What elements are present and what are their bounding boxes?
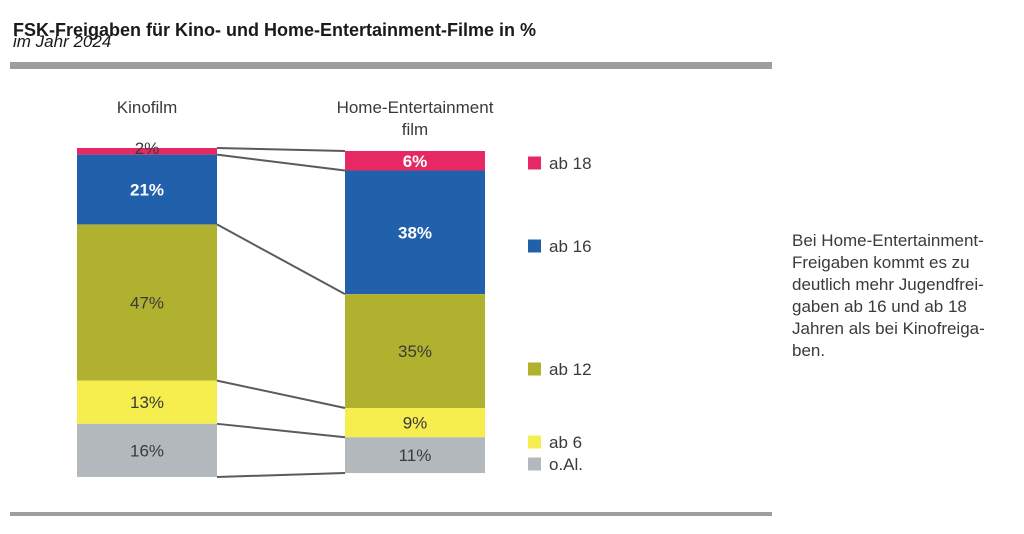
- connector-line: [216, 223, 346, 296]
- segment-value-label-home-entertainment-film-ab-6: 9%: [403, 414, 428, 433]
- bar-segment-home-entertainment-film-ab-16: [345, 170, 485, 295]
- annotation-text: Bei Home-Entertainment- Freigaben kommt …: [792, 231, 985, 360]
- bar-segment-kinofilm-o-al: [77, 423, 217, 477]
- segment-value-label-home-entertainment-film-o-al: 11%: [399, 446, 432, 465]
- legend-swatch-ab-16: [528, 239, 541, 253]
- page-title: FSK-Freigaben für Kino- und Home-Enterta…: [13, 20, 537, 41]
- legend-label-ab-18: ab 18: [549, 154, 592, 173]
- segment-value-label-kinofilm-ab-6: 13%: [130, 393, 164, 412]
- connector-line: [216, 153, 346, 172]
- legend-label-ab-16: ab 16: [549, 237, 592, 256]
- legend-swatch-o-al: [528, 457, 541, 471]
- bar-segment-kinofilm-ab-18: [77, 148, 217, 155]
- legend-swatch-ab-18: [528, 156, 541, 170]
- legend-label-o-al: o.Al.: [549, 455, 583, 474]
- bar-segment-home-entertainment-film-ab-12: [345, 294, 485, 408]
- column-header-kinofilm: Kinofilm: [117, 98, 177, 117]
- connector-line: [216, 379, 346, 409]
- bar-segment-kinofilm-ab-16: [77, 154, 217, 225]
- page-subtitle: im Jahr 2024: [13, 32, 112, 51]
- segment-value-label-home-entertainment-film-ab-18: 6%: [403, 152, 428, 171]
- segment-value-label-kinofilm-ab-18: 2%: [135, 139, 160, 158]
- bar-segment-kinofilm-ab-6: [77, 380, 217, 424]
- segment-value-label-kinofilm-o-al: 16%: [130, 441, 164, 460]
- column-header-home-entertainment-film: Home-Entertainment: [337, 98, 494, 117]
- legend-swatch-ab-6: [528, 435, 541, 449]
- legend-swatch-ab-12: [528, 362, 541, 376]
- bar-segment-kinofilm-ab-12: [77, 224, 217, 381]
- segment-value-label-kinofilm-ab-12: 47%: [130, 294, 164, 313]
- divider-bottom: [10, 512, 772, 516]
- legend-label-ab-12: ab 12: [549, 360, 592, 379]
- bar-segment-home-entertainment-film-o-al: [345, 437, 485, 474]
- connector-line: [216, 422, 346, 439]
- divider-top: [10, 62, 772, 69]
- segment-value-label-home-entertainment-film-ab-16: 38%: [398, 223, 432, 242]
- connector-line: [216, 147, 346, 152]
- bar-segment-home-entertainment-film-ab-6: [345, 407, 485, 438]
- bar-segment-home-entertainment-film-ab-18: [345, 151, 485, 171]
- column-header-home-entertainment-film: film: [402, 120, 428, 139]
- legend-label-ab-6: ab 6: [549, 433, 582, 452]
- segment-value-label-home-entertainment-film-ab-12: 35%: [398, 342, 432, 361]
- segment-value-label-kinofilm-ab-16: 21%: [130, 181, 164, 200]
- connector-line: [216, 472, 346, 478]
